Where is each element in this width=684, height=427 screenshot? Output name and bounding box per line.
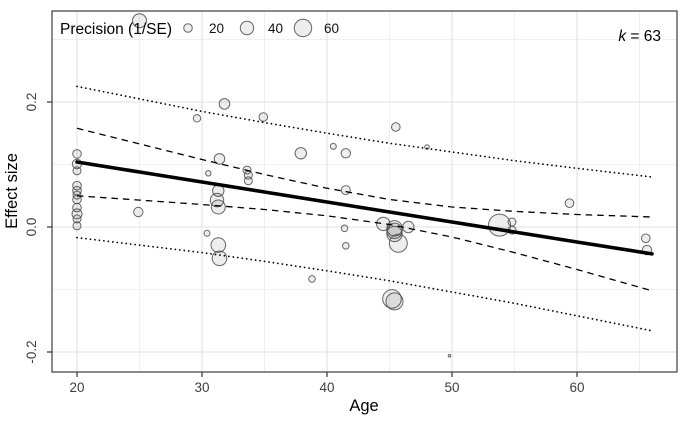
data-points	[71, 13, 653, 358]
data-point	[308, 275, 316, 283]
data-point	[340, 224, 349, 233]
legend-key-label: 60	[324, 21, 339, 36]
data-point	[641, 233, 651, 244]
size-legend: Precision (1/SE) 20 40 60	[60, 18, 339, 38]
data-point	[243, 176, 253, 186]
x-tick-label: 30	[194, 380, 209, 395]
confidence-interval-lower	[76, 195, 653, 292]
data-point	[329, 142, 337, 150]
data-point	[210, 199, 226, 215]
data-point	[205, 170, 212, 177]
data-point	[340, 185, 351, 196]
data-point	[133, 206, 144, 218]
legend-title: Precision (1/SE)	[60, 21, 172, 38]
data-point	[218, 98, 231, 110]
k-symbol: k	[618, 28, 627, 45]
data-point	[447, 354, 452, 358]
data-point	[72, 214, 82, 224]
data-point	[402, 220, 415, 234]
data-point	[258, 112, 269, 122]
k-value: = 63	[626, 28, 661, 45]
data-point	[382, 289, 402, 309]
data-point	[203, 229, 211, 237]
x-tick-label: 60	[569, 380, 584, 395]
data-point	[213, 153, 226, 165]
k-annotation: k = 63	[618, 28, 661, 45]
data-point	[72, 180, 82, 191]
data-point	[564, 198, 575, 208]
x-tick-label: 40	[319, 380, 334, 395]
legend-key-circle	[293, 18, 313, 38]
y-tick-label: 0.2	[24, 93, 39, 112]
data-point	[132, 13, 147, 29]
legend-key-circle	[183, 23, 193, 33]
data-point	[385, 292, 404, 311]
prediction-interval-lower	[76, 236, 653, 332]
data-point	[342, 242, 350, 250]
y-axis-title: Effect size	[3, 153, 21, 229]
confidence-interval-upper	[76, 127, 653, 218]
prediction-interval-upper	[76, 85, 653, 178]
legend-key-circle	[239, 20, 255, 36]
y-tick-label: -0.2	[24, 340, 39, 363]
data-point	[192, 114, 202, 123]
data-point	[71, 208, 83, 220]
x-axis-title: Age	[349, 397, 378, 415]
regression-line	[75, 160, 654, 256]
y-tick-label: 0.0	[24, 218, 39, 237]
data-point	[507, 217, 517, 227]
data-point	[388, 233, 408, 253]
x-tick-label: 50	[444, 380, 459, 395]
data-point	[72, 149, 82, 159]
data-point	[488, 213, 511, 237]
gridlines	[52, 11, 677, 372]
data-point	[294, 147, 307, 160]
data-point	[391, 122, 401, 132]
x-tick-label: 20	[69, 380, 84, 395]
panel-border	[51, 10, 678, 373]
fit-lines	[75, 85, 654, 332]
axis-ticks: 20 30 40 50 60 0.2 0.0 -0.2	[24, 93, 585, 395]
legend-key-label: 20	[209, 21, 224, 36]
legend-key-label: 40	[268, 21, 283, 36]
data-point	[340, 148, 351, 159]
data-point	[72, 166, 82, 176]
data-point	[72, 221, 82, 231]
data-point	[210, 237, 227, 253]
data-point	[211, 250, 228, 267]
